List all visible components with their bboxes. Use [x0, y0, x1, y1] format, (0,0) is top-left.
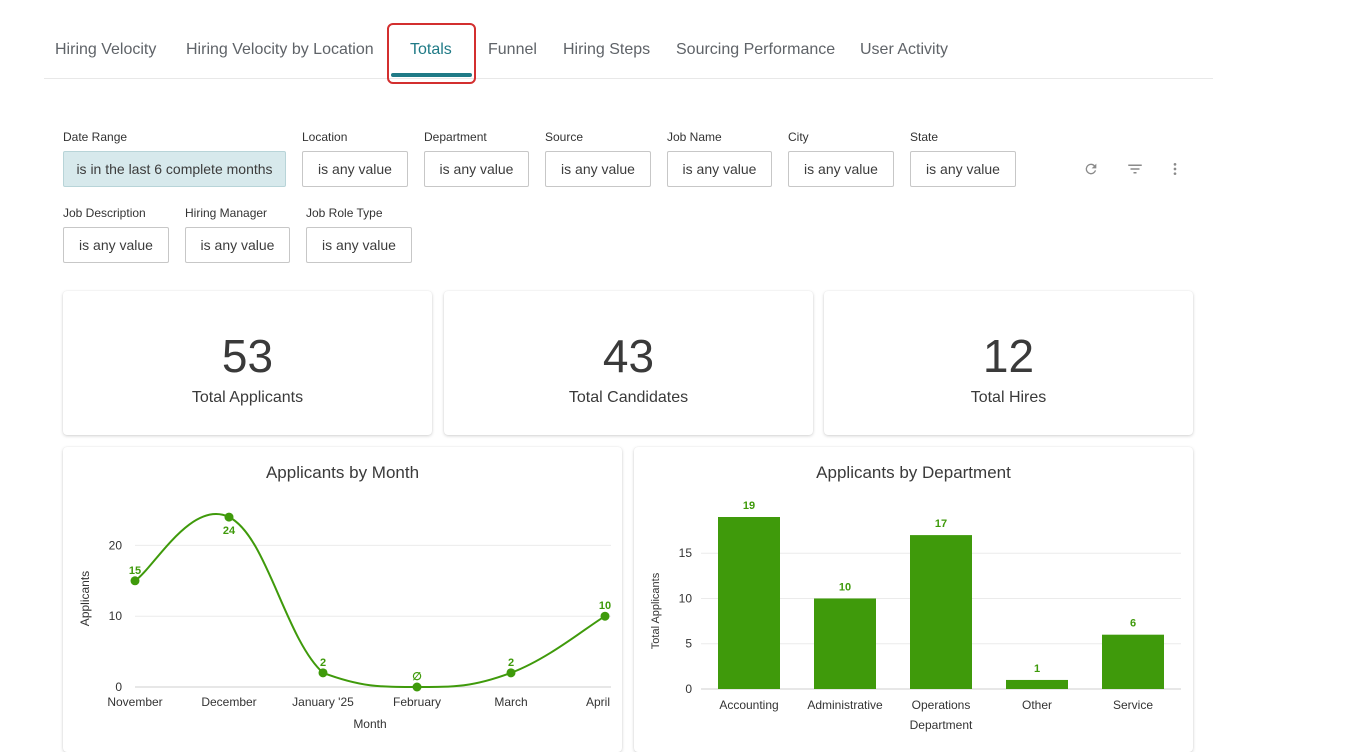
filter-label-city: City — [788, 130, 809, 144]
data-label: 19 — [743, 500, 755, 512]
data-label: 2 — [320, 657, 326, 669]
y-tick-label: 0 — [115, 680, 122, 694]
tab-hiring-velocity[interactable]: Hiring Velocity — [55, 41, 157, 58]
x-tick-label: Other — [1022, 698, 1052, 712]
filter-state[interactable]: is any value — [910, 151, 1016, 187]
active-tab-underline — [391, 73, 472, 77]
kpi-value: 12 — [982, 330, 1035, 382]
active-tab-highlight — [387, 23, 476, 84]
filter-department[interactable]: is any value — [424, 151, 529, 187]
tab-hiring-velocity-by-location[interactable]: Hiring Velocity by Location — [186, 41, 374, 58]
filter-label-state: State — [910, 130, 939, 144]
bar — [718, 517, 780, 689]
filter-label-location: Location — [302, 130, 348, 144]
filter-label-source: Source — [545, 130, 584, 144]
filter-label-job-role-type: Job Role Type — [306, 206, 383, 220]
filter-label-date-range: Date Range — [63, 130, 128, 144]
bar — [814, 598, 876, 689]
y-tick-label: 15 — [679, 546, 693, 560]
series-line — [134, 513, 606, 688]
kpi-label: Total Candidates — [568, 389, 689, 406]
dashboard-tabs: Hiring Velocity Hiring Velocity by Locat… — [44, 22, 1213, 84]
y-tick-label: 10 — [109, 609, 123, 623]
data-label: 6 — [1130, 618, 1136, 630]
chart-title: Applicants by Month — [265, 463, 420, 482]
kpi-card-total-applicants: 53 Total Applicants — [63, 291, 432, 435]
filter-job-role-type[interactable]: is any value — [306, 227, 412, 263]
filter-source[interactable]: is any value — [545, 151, 651, 187]
filter-hiring-manager[interactable]: is any value — [185, 227, 290, 263]
kpi-label: Total Applicants — [191, 389, 304, 406]
kpi-value: 43 — [602, 330, 655, 382]
x-tick-label: Operations — [912, 698, 971, 712]
x-tick-label: December — [201, 695, 256, 709]
y-tick-label: 10 — [679, 591, 693, 605]
chart-card-applicants-by-month: Applicants by Month — [63, 447, 622, 752]
line-chart-applicants-by-month: 0 10 20 November December January '25 February… — [78, 512, 611, 731]
filter-icon[interactable] — [1124, 158, 1146, 180]
x-tick-label: Service — [1113, 698, 1153, 712]
bar — [1006, 679, 1068, 689]
bar-chart-applicants-by-department: 0 5 10 15 19 Accounting 10 Administrative 17 Oper… — [650, 500, 1181, 732]
filter-label-hiring-manager: Hiring Manager — [185, 206, 268, 220]
tab-sourcing-performance[interactable]: Sourcing Performance — [676, 41, 836, 58]
filter-date-range[interactable]: is in the last 6 complete months — [63, 151, 286, 187]
y-axis-label: Applicants — [78, 571, 92, 626]
x-tick-label: February — [393, 695, 441, 709]
x-axis-label: Department — [910, 718, 973, 732]
x-tick-label: January '25 — [292, 695, 354, 709]
filter-label-job-description: Job Description — [63, 206, 146, 220]
chart-title: Applicants by Department — [816, 463, 1011, 482]
data-label: 2 — [508, 657, 514, 669]
filter-city[interactable]: is any value — [788, 151, 894, 187]
filter-label-department: Department — [424, 130, 487, 144]
y-tick-label: 0 — [685, 682, 692, 696]
data-label: 17 — [935, 518, 947, 530]
filter-location[interactable]: is any value — [302, 151, 408, 187]
kpi-label: Total Hires — [970, 389, 1047, 406]
data-point — [318, 668, 328, 678]
tab-totals[interactable]: Totals — [410, 41, 452, 58]
x-tick-label: March — [494, 695, 527, 709]
tab-user-activity[interactable]: User Activity — [860, 41, 949, 58]
x-tick-label: April — [586, 695, 610, 709]
kpi-card-total-candidates: 43 Total Candidates — [444, 291, 813, 435]
data-label: 24 — [223, 525, 236, 537]
data-point — [600, 611, 610, 621]
data-point — [130, 576, 140, 586]
x-tick-label: Accounting — [719, 698, 778, 712]
more-vertical-icon[interactable] — [1164, 158, 1186, 180]
kpi-value: 53 — [221, 330, 274, 382]
data-label: 10 — [599, 600, 611, 612]
y-tick-label: 5 — [685, 637, 692, 651]
data-point — [412, 682, 422, 692]
tab-funnel[interactable]: Funnel — [488, 41, 537, 58]
bar — [1102, 634, 1164, 689]
data-label: ∅ — [412, 671, 422, 683]
kpi-card-total-hires: 12 Total Hires — [824, 291, 1193, 435]
tab-hiring-steps[interactable]: Hiring Steps — [563, 41, 651, 58]
bar — [910, 535, 972, 689]
y-tick-label: 20 — [109, 538, 123, 552]
data-point — [506, 668, 516, 678]
data-label: 10 — [839, 581, 851, 593]
refresh-icon[interactable] — [1080, 158, 1102, 180]
data-label: 1 — [1034, 663, 1040, 675]
x-axis-label: Month — [353, 717, 386, 731]
data-point — [224, 512, 234, 522]
x-tick-label: Administrative — [807, 698, 883, 712]
filter-job-description[interactable]: is any value — [63, 227, 169, 263]
data-label: 15 — [129, 565, 141, 577]
filter-job-name[interactable]: is any value — [667, 151, 772, 187]
filter-label-job-name: Job Name — [667, 130, 722, 144]
x-tick-label: November — [107, 695, 162, 709]
y-axis-label: Total Applicants — [650, 572, 662, 649]
